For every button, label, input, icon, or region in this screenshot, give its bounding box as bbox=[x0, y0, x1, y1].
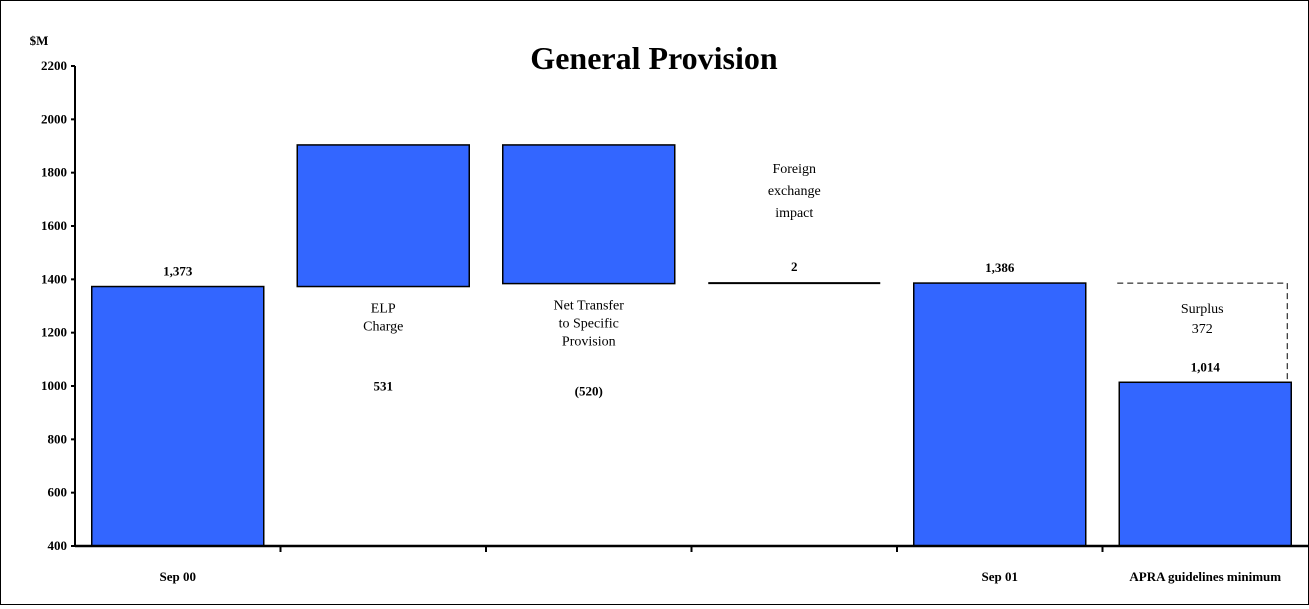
y-tick-label: 400 bbox=[48, 538, 68, 553]
bar-value-label: 531 bbox=[374, 379, 394, 394]
y-tick-label: 1800 bbox=[41, 165, 67, 180]
axes-group bbox=[71, 65, 1308, 552]
y-tick-label: 1000 bbox=[41, 378, 67, 393]
surplus-outline-group bbox=[1117, 282, 1288, 383]
labels-group: 400 600 800 1000 1200 1400 1600 1800 2000 2200 Sep… bbox=[41, 58, 1281, 584]
surplus-label: 372 bbox=[1192, 322, 1213, 337]
waterfall-bar bbox=[296, 144, 470, 288]
y-tick-label: 2000 bbox=[41, 111, 67, 126]
bar-description-label: Net Transfer bbox=[554, 299, 625, 314]
bar-description-label: impact bbox=[775, 206, 813, 221]
waterfall-bar bbox=[1118, 381, 1292, 547]
y-tick-label: 2200 bbox=[41, 58, 67, 73]
x-category-label: Sep 01 bbox=[982, 569, 1018, 584]
bar-value-label: (520) bbox=[575, 384, 603, 399]
surplus-label: Surplus bbox=[1181, 302, 1224, 317]
y-tick-label: 1200 bbox=[41, 325, 67, 340]
surplus-dashed-outline bbox=[1117, 282, 1288, 383]
bar-description-label: ELP bbox=[371, 302, 396, 317]
y-tick-label: 600 bbox=[48, 485, 68, 500]
bar-value-label: 2 bbox=[791, 259, 798, 274]
bar-description-label: to Specific bbox=[559, 317, 619, 332]
y-tick-label: 1400 bbox=[41, 271, 67, 286]
bar-value-label: 1,373 bbox=[163, 264, 193, 279]
x-category-label: Sep 00 bbox=[160, 569, 196, 584]
bars-group bbox=[91, 144, 1292, 547]
bar-value-label: 1,386 bbox=[985, 260, 1015, 275]
x-category-label: APRA guidelines minimum bbox=[1129, 569, 1281, 584]
y-tick-label: 800 bbox=[48, 431, 68, 446]
y-axis-unit-label: $M bbox=[30, 33, 49, 48]
bar-description-label: Provision bbox=[562, 335, 616, 350]
bar-description-label: Charge bbox=[363, 320, 403, 335]
y-tick-label: 1600 bbox=[41, 218, 67, 233]
waterfall-bar bbox=[913, 282, 1087, 547]
bar-value-label: 1,014 bbox=[1191, 359, 1221, 374]
waterfall-bar bbox=[502, 144, 676, 285]
waterfall-bar bbox=[91, 285, 265, 547]
bar-description-label: Foreign bbox=[772, 162, 816, 177]
bar-description-label: exchange bbox=[768, 184, 821, 199]
chart-title: General Provision bbox=[530, 40, 778, 76]
